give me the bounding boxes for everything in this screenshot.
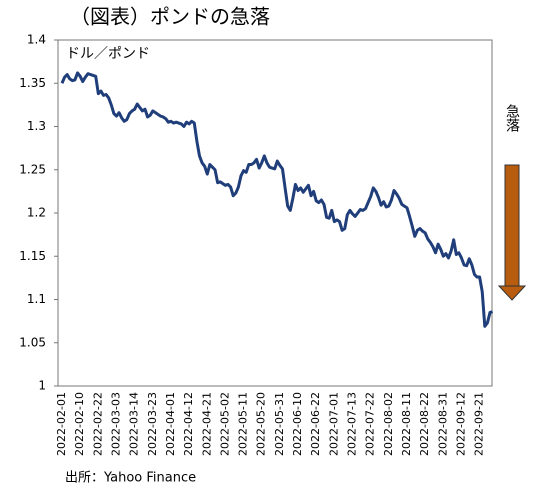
- y-tick-label: 1.05: [19, 335, 46, 349]
- x-tick-label: 2022-09-12: [454, 392, 467, 456]
- x-tick-label: 2022-02-01: [55, 392, 68, 456]
- y-tick-label: 1.35: [19, 76, 46, 90]
- x-tick-label: 2022-05-02: [218, 392, 231, 456]
- x-tick-label: 2022-06-10: [291, 392, 304, 456]
- x-tick-label: 2022-05-11: [237, 392, 250, 456]
- source-note: 出所：Yahoo Finance: [65, 471, 196, 486]
- x-tick-label: 2022-09-21: [473, 392, 486, 456]
- y-tick-label: 1.25: [19, 162, 46, 176]
- y-tick-label: 1.4: [27, 33, 46, 47]
- annotation: 急落: [504, 104, 520, 132]
- x-tick-label: 2022-07-01: [327, 392, 340, 456]
- plot-frame: [57, 39, 493, 387]
- y-tick-label: 1: [38, 379, 46, 393]
- arrow-head: [497, 285, 527, 301]
- x-tick-label: 2022-05-20: [255, 392, 268, 456]
- x-tick-label: 2022-08-11: [400, 392, 413, 456]
- x-tick-label: 2022-07-13: [346, 392, 359, 456]
- x-tick-label: 2022-02-22: [91, 392, 104, 456]
- x-tick-label: 2022-04-21: [200, 392, 213, 456]
- y-tick-label: 1.15: [19, 249, 46, 263]
- y-tick-label: 1.1: [27, 292, 46, 306]
- y-axis-label: ドル／ポンド: [66, 46, 150, 62]
- x-tick-label: 2022-08-22: [418, 392, 431, 456]
- y-tick-label: 1.2: [27, 206, 46, 220]
- x-tick-label: 2022-04-12: [182, 392, 195, 456]
- line: [60, 71, 494, 328]
- x-tick-label: 2022-08-02: [382, 392, 395, 456]
- x-tick-label: 2022-06-22: [309, 392, 322, 456]
- x-tick-label: 2022-03-23: [146, 392, 159, 456]
- x-tick-label: 2022-05-31: [273, 392, 286, 456]
- x-tick-label: 2022-08-31: [436, 392, 449, 456]
- chart-title: （図表）ポンドの急落: [70, 5, 270, 29]
- x-tick-label: 2022-03-14: [128, 392, 141, 456]
- x-tick-label: 2022-02-10: [73, 392, 86, 456]
- x-tick-label: 2022-03-03: [109, 392, 122, 456]
- x-tick-label: 2022-07-22: [364, 392, 377, 456]
- arrow-shaft: [504, 164, 520, 289]
- x-tick-label: 2022-04-01: [164, 392, 177, 456]
- y-tick-label: 1.3: [27, 119, 46, 133]
